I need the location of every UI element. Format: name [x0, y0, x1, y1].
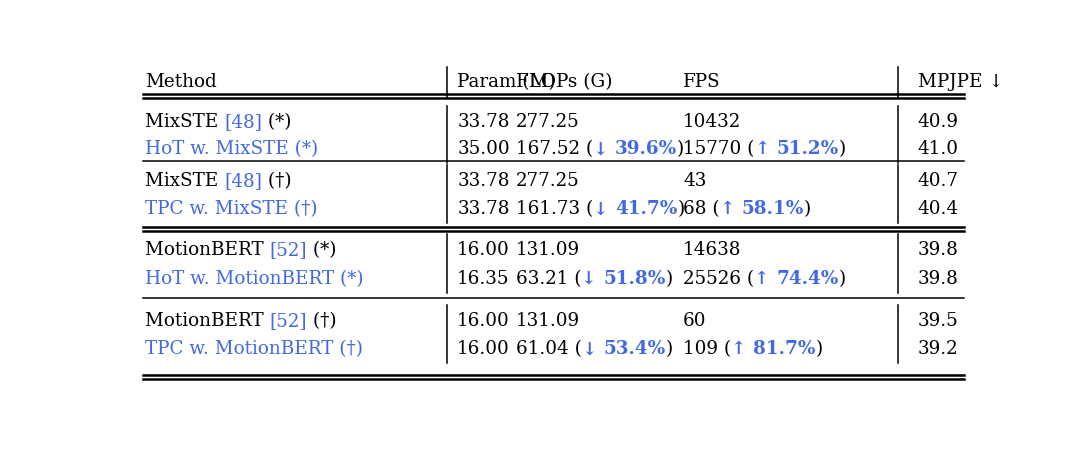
Text: 41.7%: 41.7% — [615, 200, 677, 218]
Text: 53.4%: 53.4% — [604, 340, 665, 357]
Text: ): ) — [804, 200, 811, 218]
Text: 35.00: 35.00 — [457, 140, 510, 158]
Text: ): ) — [838, 140, 846, 158]
Text: 16.00: 16.00 — [457, 340, 510, 357]
Text: [52]: [52] — [270, 311, 307, 329]
Text: MixSTE: MixSTE — [145, 113, 225, 131]
Text: ): ) — [677, 200, 685, 218]
Text: 40.9: 40.9 — [918, 113, 959, 131]
Text: 39.8: 39.8 — [918, 269, 958, 288]
Text: 277.25: 277.25 — [516, 172, 580, 190]
Text: 51.2%: 51.2% — [777, 140, 838, 158]
Text: 40.4: 40.4 — [918, 200, 959, 218]
Text: 16.00: 16.00 — [457, 311, 510, 329]
Text: HoT w. MotionBERT (*): HoT w. MotionBERT (*) — [145, 269, 364, 288]
Text: ↑: ↑ — [755, 140, 777, 158]
Text: 161.73 (: 161.73 ( — [516, 200, 593, 218]
Text: 41.0: 41.0 — [918, 140, 959, 158]
Text: MixSTE: MixSTE — [145, 172, 225, 190]
Text: TPC w. MotionBERT (†): TPC w. MotionBERT (†) — [145, 340, 363, 357]
Text: FPS: FPS — [684, 73, 720, 91]
Text: 16.00: 16.00 — [457, 241, 510, 259]
Text: 39.6%: 39.6% — [615, 140, 677, 158]
Text: (*): (*) — [307, 241, 337, 259]
Text: 10432: 10432 — [684, 113, 742, 131]
Text: 14638: 14638 — [684, 241, 742, 259]
Text: MPJPE ↓: MPJPE ↓ — [918, 73, 1003, 91]
Text: 33.78: 33.78 — [457, 113, 510, 131]
Text: ↓: ↓ — [593, 140, 615, 158]
Text: ): ) — [677, 140, 685, 158]
Text: 58.1%: 58.1% — [742, 200, 804, 218]
Text: 25526 (: 25526 ( — [684, 269, 754, 288]
Text: 81.7%: 81.7% — [753, 340, 815, 357]
Text: 131.09: 131.09 — [516, 241, 580, 259]
Text: 63.21 (: 63.21 ( — [516, 269, 581, 288]
Text: (†): (†) — [262, 172, 292, 190]
Text: [52]: [52] — [270, 241, 307, 259]
Text: 131.09: 131.09 — [516, 311, 580, 329]
Text: HoT w. MixSTE (*): HoT w. MixSTE (*) — [145, 140, 319, 158]
Text: 33.78: 33.78 — [457, 172, 510, 190]
Text: 43: 43 — [684, 172, 706, 190]
Text: 68 (: 68 ( — [684, 200, 720, 218]
Text: 60: 60 — [684, 311, 706, 329]
Text: ↓: ↓ — [582, 340, 604, 357]
Text: [48]: [48] — [225, 172, 262, 190]
Text: ): ) — [838, 269, 846, 288]
Text: Param (M): Param (M) — [457, 73, 556, 91]
Text: 167.52 (: 167.52 ( — [516, 140, 593, 158]
Text: Method: Method — [145, 73, 217, 91]
Text: MotionBERT: MotionBERT — [145, 311, 270, 329]
Text: 61.04 (: 61.04 ( — [516, 340, 582, 357]
Text: 51.8%: 51.8% — [603, 269, 665, 288]
Text: TPC w. MixSTE (†): TPC w. MixSTE (†) — [145, 200, 318, 218]
Text: ): ) — [815, 340, 823, 357]
Text: 33.78: 33.78 — [457, 200, 510, 218]
Text: MotionBERT: MotionBERT — [145, 241, 270, 259]
Text: 109 (: 109 ( — [684, 340, 731, 357]
Text: ↑: ↑ — [720, 200, 742, 218]
Text: 40.7: 40.7 — [918, 172, 959, 190]
Text: ↓: ↓ — [581, 269, 603, 288]
Text: 39.2: 39.2 — [918, 340, 958, 357]
Text: FLOPs (G): FLOPs (G) — [516, 73, 612, 91]
Text: (†): (†) — [307, 311, 337, 329]
Text: ↑: ↑ — [754, 269, 777, 288]
Text: ): ) — [665, 269, 673, 288]
Text: ↓: ↓ — [593, 200, 615, 218]
Text: 277.25: 277.25 — [516, 113, 580, 131]
Text: ↑: ↑ — [731, 340, 753, 357]
Text: ): ) — [665, 340, 673, 357]
Text: [48]: [48] — [225, 113, 262, 131]
Text: 74.4%: 74.4% — [777, 269, 838, 288]
Text: (*): (*) — [262, 113, 292, 131]
Text: 39.5: 39.5 — [918, 311, 958, 329]
Text: 15770 (: 15770 ( — [684, 140, 755, 158]
Text: 39.8: 39.8 — [918, 241, 958, 259]
Text: 16.35: 16.35 — [457, 269, 510, 288]
